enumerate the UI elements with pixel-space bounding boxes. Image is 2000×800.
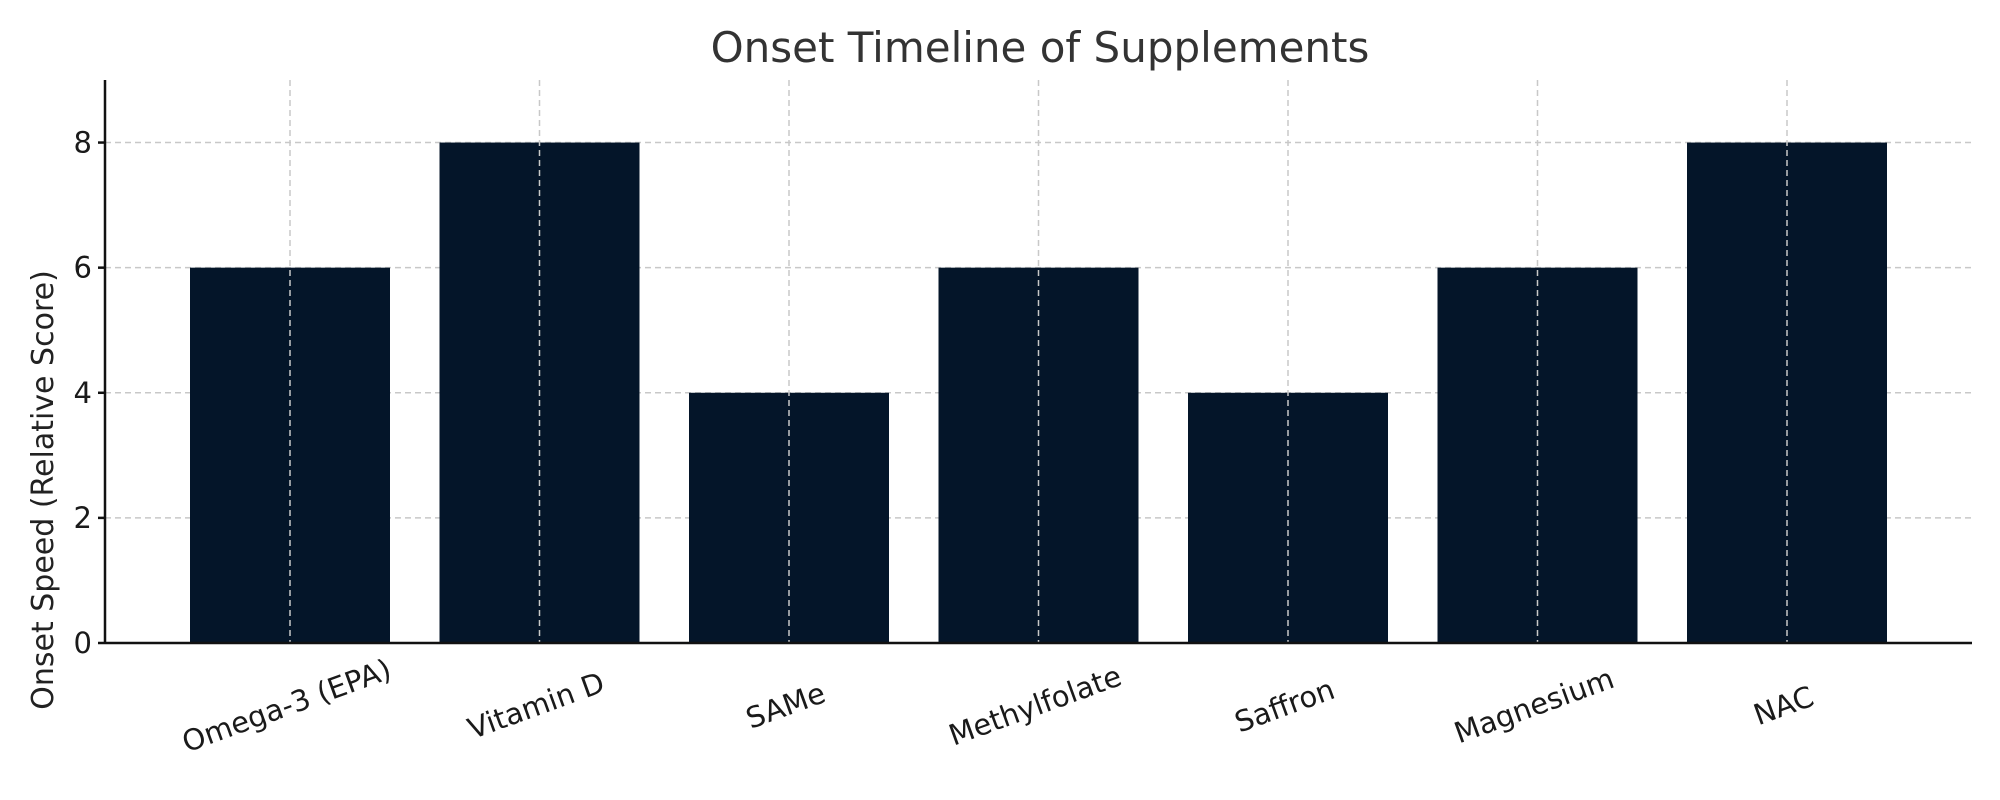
x-tick-label: Omega-3 (EPA) [178,652,396,759]
vertical-grid [289,80,1788,643]
y-axis-label: Onset Speed (Relative Score) [26,270,61,710]
x-tick-label: Magnesium [1450,661,1619,750]
x-tick-label: Saffron [1230,672,1339,739]
x-tick-label: Methylfolate [944,659,1126,753]
y-tick-label: 8 [74,126,92,160]
y-ticks: 0 2 4 6 8 [74,126,105,660]
x-ticks: Omega-3 (EPA) Vitamin D SAMe Methylfolate Sa… [178,652,1819,759]
x-tick-label: NAC [1749,679,1818,732]
x-tick-label: Vitamin D [463,665,609,746]
x-tick-label: SAMe [741,676,829,736]
y-tick-label: 6 [74,251,92,285]
y-tick-label: 4 [74,376,92,410]
y-tick-label: 0 [74,626,92,660]
chart-title: Onset Timeline of Supplements [711,23,1370,72]
axes [103,80,1972,645]
y-tick-label: 2 [74,501,92,535]
